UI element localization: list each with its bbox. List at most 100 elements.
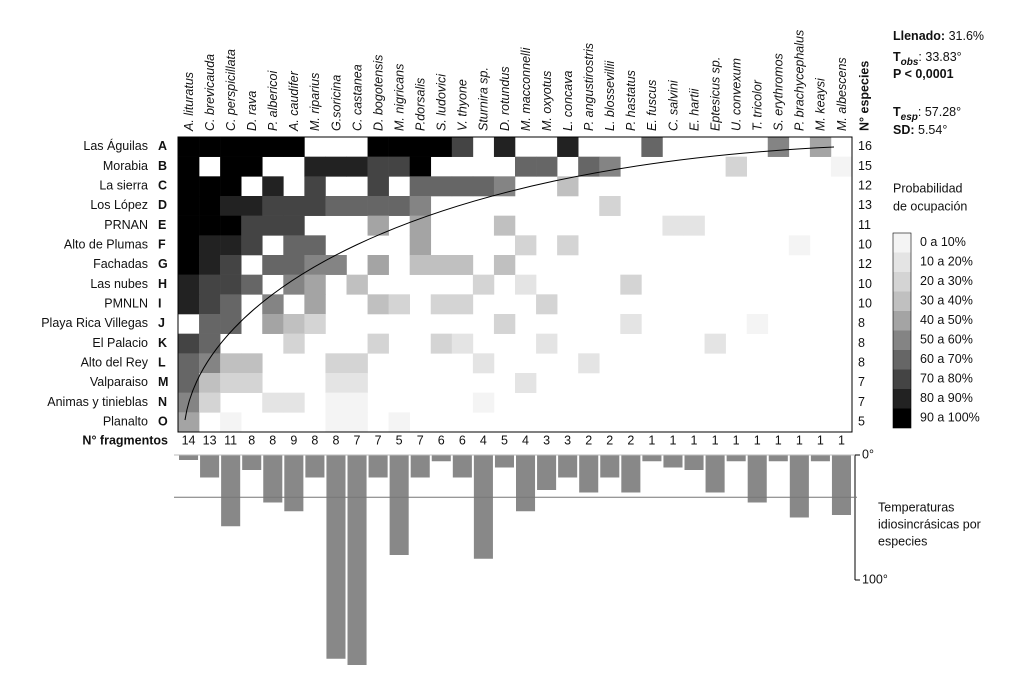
site-name: Planalto: [103, 414, 148, 428]
temperature-bar: [684, 455, 704, 470]
cell: [220, 274, 242, 295]
cell: [325, 373, 347, 393]
cell: [367, 176, 389, 197]
cell: [220, 137, 242, 157]
cell: [262, 176, 284, 197]
species-count: 10: [858, 237, 872, 251]
stat-value: 5.54°: [915, 123, 948, 137]
site-code: D: [158, 198, 167, 212]
site-code: G: [158, 257, 168, 271]
temperature-bar: [663, 455, 683, 468]
cell: [430, 137, 453, 157]
fragment-count: 6: [438, 433, 445, 447]
fragment-count: 13: [203, 433, 217, 447]
cell: [283, 255, 305, 275]
species-label: M. oxyotus: [540, 71, 554, 131]
cell: [262, 314, 284, 334]
cell: [641, 137, 663, 157]
site-code: C: [158, 178, 167, 192]
cell: [220, 314, 242, 334]
fragment-count: 14: [182, 433, 196, 447]
species-label: C. perspicillata: [224, 49, 238, 131]
site-name: Morabia: [103, 159, 148, 173]
cell: [388, 294, 410, 315]
fragment-count: 1: [796, 433, 803, 447]
y-tick-label: 0°: [862, 447, 874, 461]
legend-label: 80 a 90%: [920, 391, 973, 405]
cell: [304, 294, 326, 315]
temperature-bar: [242, 455, 262, 470]
cell: [199, 235, 221, 256]
cell: [409, 255, 432, 275]
site-name: Fachadas: [93, 257, 148, 271]
legend-label: 20 a 30%: [920, 274, 973, 288]
cell: [430, 255, 453, 275]
stat-key: P < 0,0001: [893, 67, 954, 81]
cell: [536, 333, 558, 354]
fragment-count: 11: [224, 433, 237, 447]
cell: [451, 294, 474, 315]
stat: Tobs: 33.83°: [893, 50, 962, 67]
legend-label: 0 a 10%: [920, 235, 966, 249]
cell: [178, 353, 200, 374]
species-count: 7: [858, 395, 865, 409]
cell: [283, 314, 305, 334]
cell: [241, 137, 263, 157]
cell: [304, 176, 326, 197]
cell: [199, 137, 221, 157]
temperature-bar: [305, 455, 325, 478]
fragment-count: 8: [332, 433, 339, 447]
fragment-count: 7: [354, 433, 361, 447]
cell: [536, 294, 558, 315]
temperature-bar: [452, 455, 472, 478]
cell: [325, 353, 347, 374]
temperature-bar: [621, 455, 641, 493]
cell: [325, 156, 347, 177]
temperature-bar: [179, 455, 199, 460]
species-label: C. salvini: [666, 79, 680, 131]
stat: Tesp: 57.28°: [893, 105, 961, 122]
fragment-count: 2: [627, 433, 634, 447]
site-code: F: [158, 237, 166, 251]
cell: [199, 314, 221, 334]
cell: [346, 392, 368, 413]
species-label: G.soricina: [329, 75, 343, 131]
cell: [746, 314, 769, 334]
legend-label: 90 a 100%: [920, 411, 980, 425]
legend-label: 70 a 80%: [920, 372, 973, 386]
cell: [704, 333, 726, 354]
fragment-count: 8: [248, 433, 255, 447]
species-count: 16: [858, 139, 872, 153]
cell: [241, 215, 263, 236]
cell: [767, 137, 790, 157]
cell: [283, 215, 305, 236]
fragments-header: N° fragmentos: [82, 433, 168, 447]
bar-axis-label: especies: [878, 534, 927, 548]
matrix-frame: [177, 136, 853, 433]
cell: [409, 176, 432, 197]
cell: [451, 255, 474, 275]
cell: [304, 196, 326, 216]
species-label: S. erythromos: [772, 53, 786, 131]
fragment-count: 1: [817, 433, 824, 447]
fragment-count: 3: [543, 433, 550, 447]
isocline: [184, 146, 835, 421]
cell: [557, 176, 579, 197]
temperature-bar: [558, 455, 578, 478]
bar-axis-label: idiosincrásicas por: [878, 517, 981, 531]
legend-label: 50 a 60%: [920, 333, 973, 347]
legend-swatch: [893, 330, 911, 350]
legend-label: 10 a 20%: [920, 255, 973, 269]
stat-key: Llenado:: [893, 29, 945, 43]
fragment-count: 7: [375, 433, 382, 447]
site-code: E: [158, 218, 166, 232]
legend-frame: [892, 232, 912, 429]
cell: [325, 412, 347, 433]
cell: [599, 156, 621, 177]
bar-axis-label: Temperaturas: [878, 500, 954, 514]
fragment-count: 1: [754, 433, 761, 447]
site-code: K: [158, 336, 167, 350]
cell: [662, 215, 684, 236]
temperature-bar: [284, 455, 304, 512]
